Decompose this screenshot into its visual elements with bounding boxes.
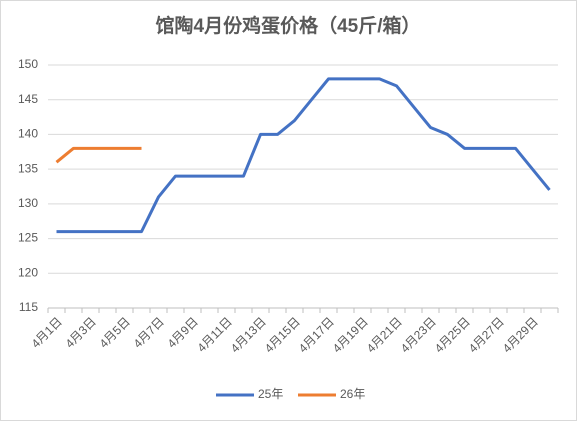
chart-title: 馆陶4月份鸡蛋价格（45斤/箱） — [156, 14, 421, 37]
y-tick-label: 140 — [18, 127, 38, 141]
legend-label: 25年 — [258, 387, 283, 401]
y-tick-label: 115 — [19, 300, 38, 314]
y-tick-label: 145 — [18, 92, 38, 106]
y-tick-label: 135 — [18, 161, 38, 175]
line-series — [55, 146, 142, 164]
y-tick-label: 150 — [18, 57, 38, 71]
line-series — [56, 77, 551, 234]
y-tick-label: 130 — [18, 196, 38, 210]
y-tick-label: 120 — [18, 265, 38, 279]
y-tick-label: 125 — [18, 231, 38, 245]
legend-label: 26年 — [340, 387, 365, 401]
